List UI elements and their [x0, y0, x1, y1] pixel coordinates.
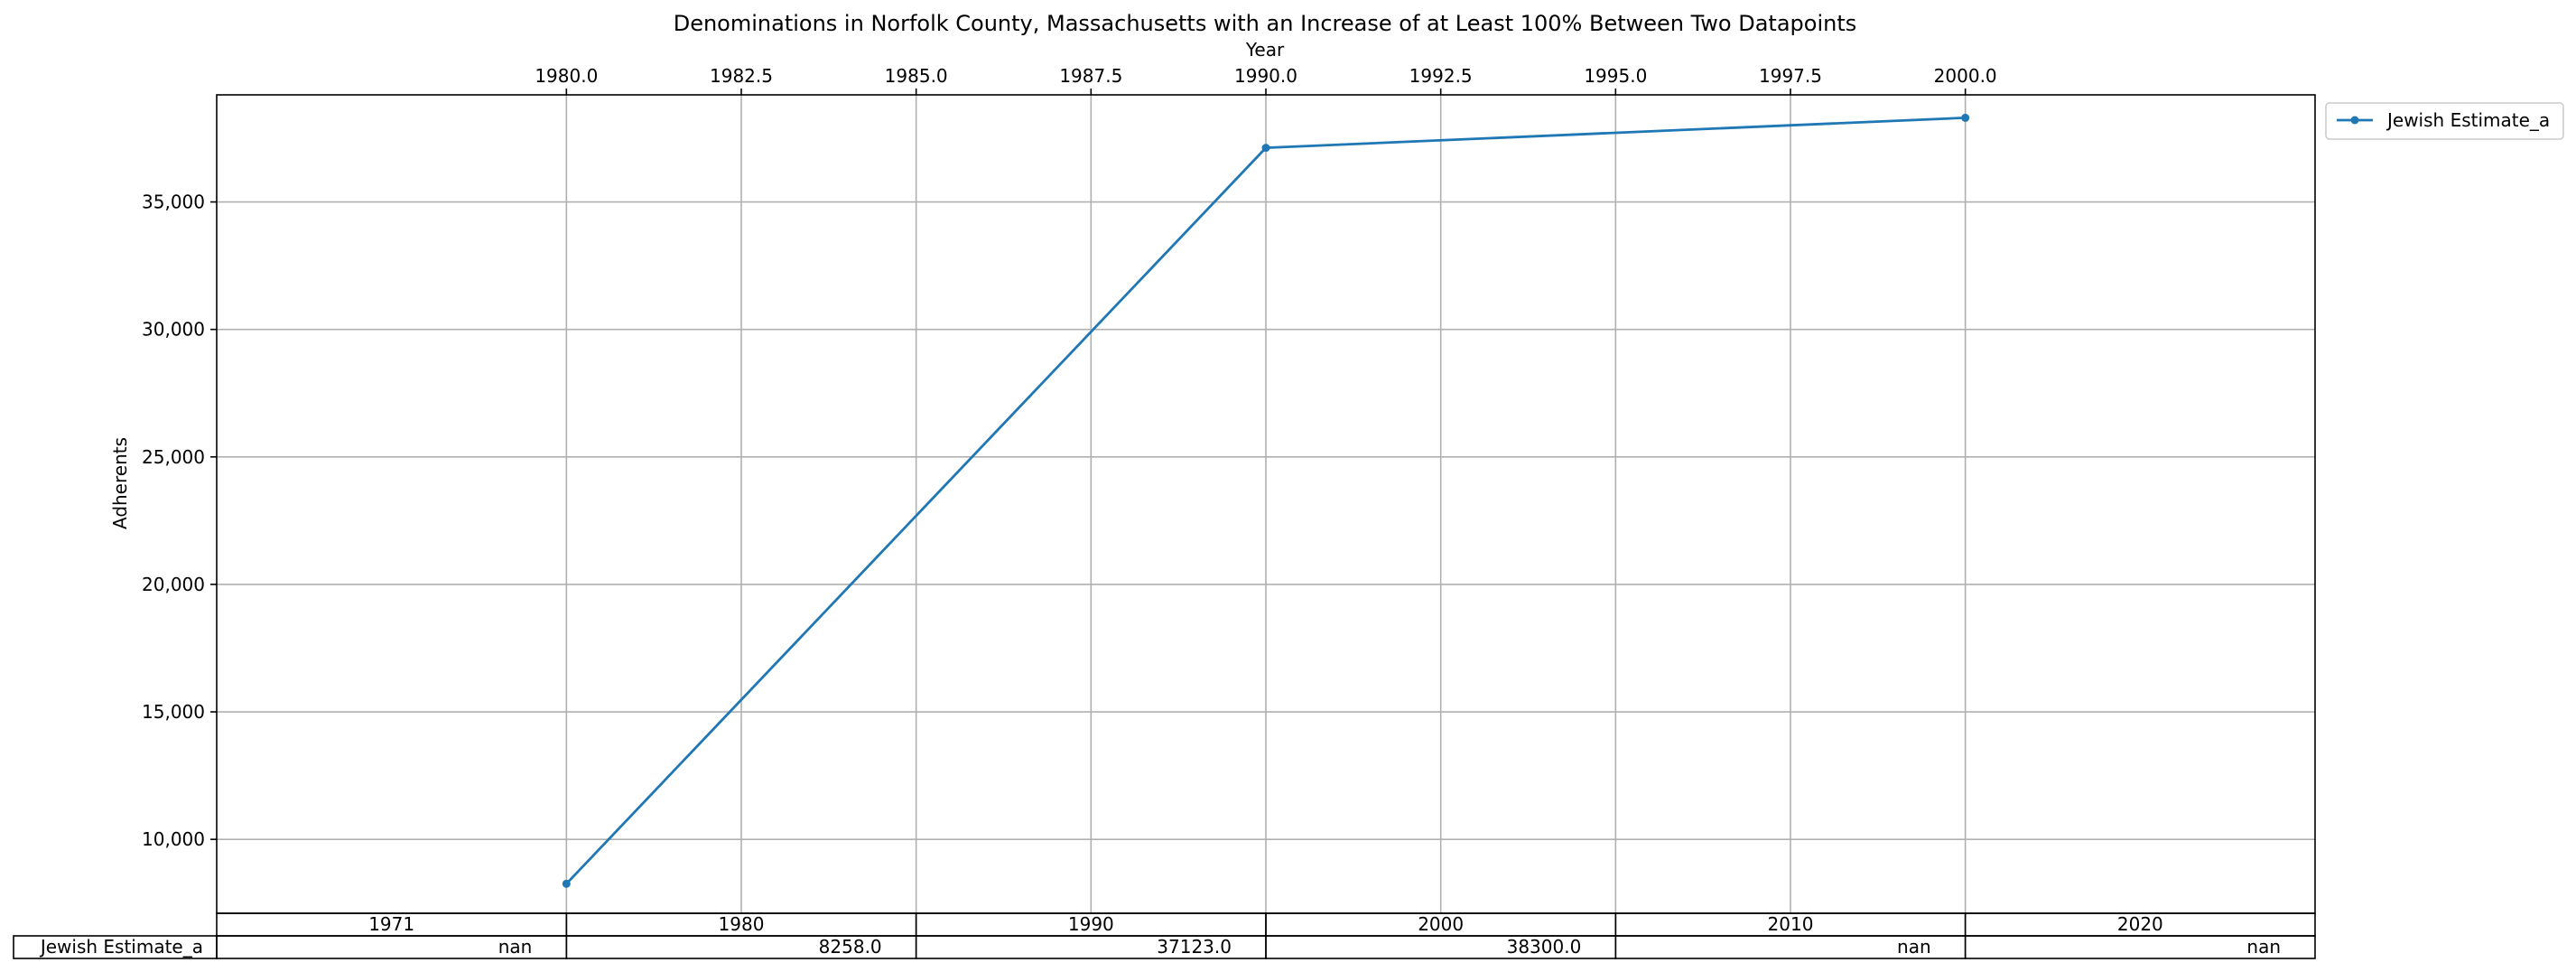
table-cell-value: nan: [1897, 936, 1931, 958]
table-header-label: 2010: [1768, 913, 1814, 935]
legend-label: Jewish Estimate_a: [2385, 109, 2550, 131]
x-tick-label: 1985.0: [885, 65, 948, 87]
y-tick-label: 30,000: [142, 319, 205, 341]
x-tick-label: 1980.0: [535, 65, 598, 87]
table-cell: [1964, 935, 2316, 959]
table-cell-value: 8258.0: [819, 936, 882, 958]
chart-title: Denominations in Norfolk County, Massach…: [674, 11, 1857, 36]
y-tick-label: 25,000: [142, 446, 205, 468]
table-header-label: 1971: [368, 913, 414, 935]
y-tick-label: 10,000: [142, 828, 205, 850]
table-cell-value: nan: [2246, 936, 2281, 958]
y-tick-label: 15,000: [142, 701, 205, 723]
x-tick-label: 1987.5: [1059, 65, 1122, 87]
x-tick-label: 1995.0: [1584, 65, 1647, 87]
x-tick-label: 1982.5: [710, 65, 773, 87]
y-tick-label: 35,000: [142, 192, 205, 213]
x-tick-label: 1990.0: [1234, 65, 1297, 87]
data-point: [1961, 113, 1970, 122]
legend-marker: [2350, 116, 2359, 125]
data-point: [562, 879, 571, 888]
data-table: 1971 1980 1990 2000 2010 2020 Jewish Estimate_…: [13, 912, 2316, 959]
series-group: [562, 113, 1970, 888]
table-header-label: 1990: [1068, 913, 1114, 935]
table-header-label: 1980: [719, 913, 765, 935]
data-point: [1261, 144, 1270, 153]
x-axis-label: Year: [1245, 39, 1285, 61]
table-header-label: 2000: [1418, 913, 1464, 935]
legend: Jewish Estimate_a: [2325, 102, 2564, 140]
table-row-label: Jewish Estimate_a: [39, 936, 203, 958]
table-cell-value: nan: [498, 936, 533, 958]
table-cell-value: 38300.0: [1507, 936, 1582, 958]
x-tick-label: 2000.0: [1934, 65, 1997, 87]
x-tick-label: 1997.5: [1759, 65, 1822, 87]
y-axis-label: Adherents: [109, 437, 131, 529]
y-tick-label: 20,000: [142, 574, 205, 595]
x-axis-ticks: 1980.0 1982.5 1985.0 1987.5 1990.0 1992.5 1995…: [535, 65, 1997, 95]
table-header-label: 2020: [2117, 913, 2163, 935]
legend-box: [2325, 102, 2564, 140]
x-tick-label: 1992.5: [1409, 65, 1473, 87]
y-axis-ticks: 10,000 15,000 20,000 25,000 30,000 35,000: [142, 192, 217, 850]
table-cell-value: 37123.0: [1157, 936, 1232, 958]
grid: [217, 95, 2315, 913]
